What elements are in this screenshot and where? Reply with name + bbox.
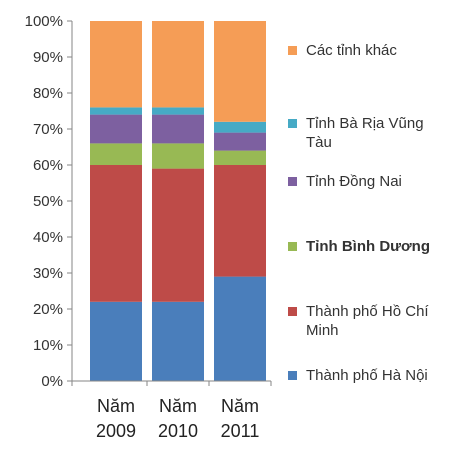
legend-swatch — [288, 307, 297, 316]
bars — [90, 21, 266, 381]
legend: Các tỉnh khác Tỉnh Bà Rịa Vũng Tàu Tỉnh … — [288, 0, 448, 458]
bar-segment — [214, 150, 266, 165]
legend-label: Tỉnh Bà Rịa Vũng Tàu — [306, 115, 424, 151]
y-tick-label: 80% — [33, 85, 63, 102]
y-tick-label: 50% — [33, 193, 63, 210]
bar-segment — [214, 121, 266, 133]
y-tick-label: 90% — [33, 49, 63, 66]
y-tick-label: 20% — [33, 301, 63, 318]
x-tick-label: Năm 2011 — [221, 396, 260, 441]
legend-label: Thành phố Hà Nội — [306, 367, 428, 384]
y-tick-label: 60% — [33, 157, 63, 174]
bar-segment — [152, 168, 204, 302]
bar-segment — [90, 165, 142, 302]
x-tick-label: Năm 2010 — [158, 396, 198, 441]
bar-segment — [90, 114, 142, 144]
y-tick-label: 70% — [33, 121, 63, 138]
legend-item-ha-noi: Thành phố Hà Nội — [288, 366, 441, 385]
legend-swatch — [288, 177, 297, 186]
bar-segment — [152, 107, 204, 115]
axes — [71, 21, 272, 386]
y-tick-label: 30% — [33, 265, 63, 282]
y-tick-label: 40% — [33, 229, 63, 246]
y-tick-label: 100% — [25, 13, 63, 30]
legend-item-dong-nai: Tỉnh Đồng Nai — [288, 172, 441, 191]
legend-label: Tỉnh Đồng Nai — [306, 173, 402, 190]
bar-segment — [214, 132, 266, 151]
bar-segment — [214, 165, 266, 277]
legend-label: Tỉnh Bình Dương — [306, 238, 430, 255]
bar-segment — [152, 143, 204, 169]
legend-item-ba-ria-vung-tau: Tỉnh Bà Rịa Vũng Tàu — [288, 114, 441, 152]
bar-segment — [90, 143, 142, 165]
y-tick-label: 10% — [33, 337, 63, 354]
x-tick-label: Năm 2009 — [96, 396, 136, 441]
bar-segment — [152, 301, 204, 381]
bar-segment — [90, 301, 142, 381]
legend-item-cac-tinh-khac: Các tỉnh khác — [288, 41, 441, 60]
y-axis-ticks: 0% 10% 20% 30% 40% 50% 60% 70% 80% 90% 100% — [25, 13, 72, 390]
bar-segment — [152, 114, 204, 144]
bar-segment — [152, 21, 204, 108]
bar-segment — [90, 21, 142, 108]
x-axis-labels: Năm 2009 Năm 2010 Năm 2011 — [96, 396, 259, 441]
bar-segment — [214, 276, 266, 381]
legend-swatch — [288, 242, 297, 251]
bar-segment — [90, 107, 142, 115]
legend-item-ho-chi-minh: Thành phố Hồ Chí Minh — [288, 302, 441, 340]
legend-swatch — [288, 46, 297, 55]
legend-label: Các tỉnh khác — [306, 42, 397, 59]
legend-swatch — [288, 371, 297, 380]
bar-segment — [214, 21, 266, 122]
legend-item-binh-duong: Tỉnh Bình Dương — [288, 237, 441, 256]
y-tick-label: 0% — [41, 373, 63, 390]
legend-swatch — [288, 119, 297, 128]
legend-label: Thành phố Hồ Chí Minh — [306, 303, 429, 339]
